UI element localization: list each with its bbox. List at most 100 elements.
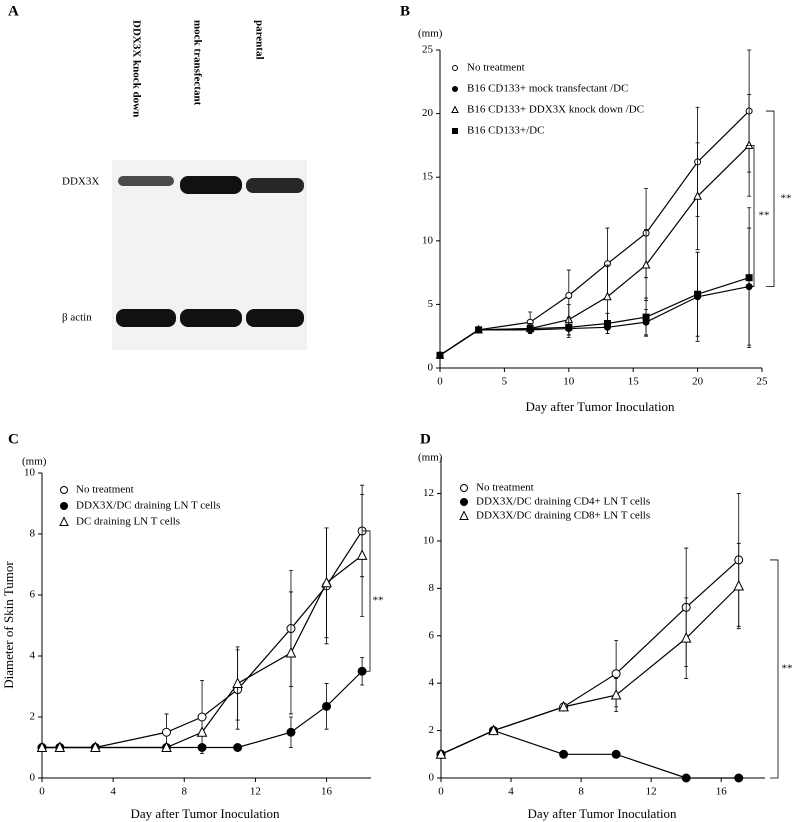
y-tick-label: 0 <box>429 772 435 784</box>
y-tick-label: 10 <box>24 467 36 479</box>
marker <box>611 669 621 679</box>
x-tick-label: 12 <box>646 786 657 798</box>
panel-label: D <box>420 431 431 447</box>
y-tick-label: 0 <box>428 362 434 374</box>
y-tick-label: 10 <box>423 534 435 546</box>
series <box>436 493 744 759</box>
series <box>436 207 753 359</box>
marker <box>452 128 458 134</box>
marker <box>559 749 569 759</box>
legend-label: DDX3X/DC draining CD8+ LN T cells <box>476 510 650 522</box>
significance-bracket <box>766 110 775 287</box>
legend-label: DDX3X/DC draining CD4+ LN T cells <box>476 496 650 508</box>
x-tick-label: 15 <box>628 376 640 388</box>
y-axis-label: Diameter of Skin Tumor <box>1 561 16 689</box>
y-tick-label: 25 <box>422 44 434 56</box>
x-tick-label: 0 <box>39 786 45 798</box>
marker <box>460 484 468 492</box>
significance-bracket <box>770 559 779 779</box>
legend-label: No treatment <box>76 484 134 496</box>
marker <box>526 325 534 333</box>
marker <box>321 576 332 588</box>
marker <box>436 351 444 359</box>
marker <box>232 677 243 688</box>
x-tick-label: 16 <box>321 786 333 798</box>
line <box>439 277 750 356</box>
x-tick-label: 20 <box>692 376 704 388</box>
marker <box>452 86 458 92</box>
y-unit: (mm) <box>418 452 443 464</box>
y-tick-label: 2 <box>429 724 435 736</box>
marker <box>642 313 650 321</box>
legend-label: DDX3X/DC draining LN T cells <box>76 500 220 512</box>
marker <box>197 712 207 722</box>
marker <box>451 105 459 113</box>
marker <box>54 741 66 752</box>
panel-label: B <box>400 3 410 19</box>
marker <box>488 724 499 736</box>
marker <box>681 773 691 783</box>
marker <box>641 259 651 269</box>
legend-label: B16 CD133+/DC <box>467 125 544 137</box>
marker <box>435 748 447 759</box>
marker <box>459 510 469 520</box>
marker <box>744 140 754 149</box>
y-tick-label: 12 <box>423 487 434 499</box>
lane-label: mock transfectant <box>191 20 203 106</box>
row-label: DDX3X <box>62 176 99 188</box>
marker <box>733 579 745 591</box>
line <box>440 585 740 755</box>
legend-label: No treatment <box>467 62 525 74</box>
y-tick-label: 15 <box>422 171 434 183</box>
line <box>439 286 750 356</box>
x-axis-label: Day after Tumor Inoculation <box>527 806 677 821</box>
marker <box>161 741 172 752</box>
marker <box>603 319 611 327</box>
annotation: ** <box>759 210 770 222</box>
marker <box>603 291 612 301</box>
marker <box>475 326 483 334</box>
legend-label: B16 CD133+ DDX3X knock down /DC <box>467 104 644 116</box>
x-tick-label: 25 <box>757 376 769 388</box>
marker <box>565 291 573 299</box>
significance-bracket <box>746 145 755 287</box>
series <box>435 542 745 759</box>
marker <box>60 486 68 494</box>
marker <box>285 646 297 658</box>
y-unit: (mm) <box>22 456 47 468</box>
x-tick-label: 4 <box>508 786 514 798</box>
marker <box>196 726 208 737</box>
marker <box>161 727 171 737</box>
series <box>36 493 368 752</box>
marker <box>611 749 621 759</box>
lane-label: parental <box>253 20 265 60</box>
x-tick-label: 10 <box>563 376 575 388</box>
y-tick-label: 4 <box>30 650 36 662</box>
marker <box>558 700 569 712</box>
marker <box>745 274 753 282</box>
marker <box>565 323 573 331</box>
line <box>439 144 750 356</box>
x-tick-label: 16 <box>716 786 728 798</box>
marker <box>322 701 332 711</box>
y-unit: (mm) <box>418 28 443 40</box>
series <box>436 49 753 359</box>
annotation: ** <box>782 662 793 674</box>
marker <box>610 688 622 700</box>
line <box>440 729 739 779</box>
blot-bands <box>116 176 304 327</box>
significance-bracket <box>362 530 371 672</box>
lane-label: DDX3X knock down <box>130 20 142 117</box>
x-tick-label: 4 <box>110 786 116 798</box>
annotation: ** <box>373 595 384 607</box>
marker <box>734 773 744 783</box>
y-tick-label: 4 <box>429 677 435 689</box>
line <box>439 110 750 356</box>
marker <box>36 741 48 752</box>
marker <box>452 65 458 71</box>
line <box>440 559 740 755</box>
y-tick-label: 2 <box>30 711 36 723</box>
marker <box>60 502 68 510</box>
x-tick-label: 12 <box>250 786 261 798</box>
